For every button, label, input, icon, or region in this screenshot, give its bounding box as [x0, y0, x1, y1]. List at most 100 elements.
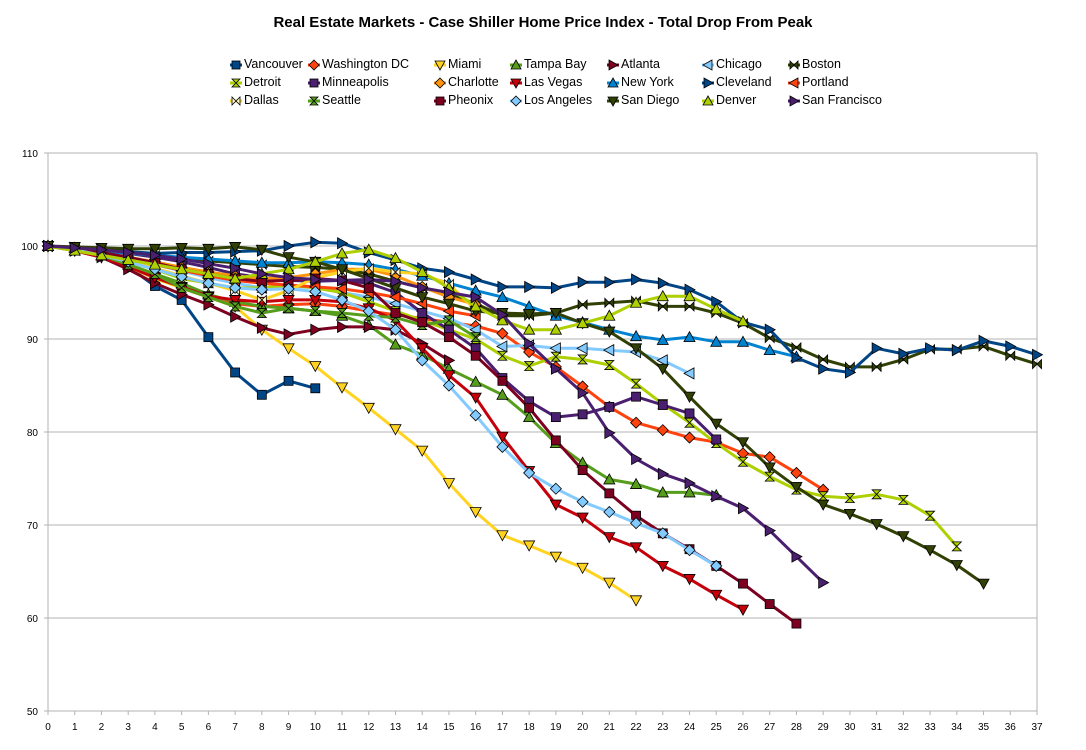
x-tick-label: 15 [443, 722, 455, 733]
x-tick-label: 26 [737, 722, 749, 733]
data-point [522, 323, 536, 335]
data-point [337, 274, 349, 287]
data-point [390, 308, 401, 318]
data-point [524, 337, 536, 350]
data-point [550, 281, 563, 295]
data-point [631, 273, 643, 286]
data-point [683, 391, 696, 403]
x-tick-label: 30 [844, 722, 856, 733]
data-point [736, 604, 750, 616]
data-point [202, 292, 214, 303]
data-point [711, 434, 722, 445]
data-point [684, 476, 696, 490]
data-point [603, 532, 616, 544]
legend-diamond-icon [510, 95, 522, 107]
data-point [123, 246, 135, 259]
data-point [337, 237, 349, 250]
data-point [549, 551, 563, 563]
data-point [203, 332, 214, 343]
data-point [417, 281, 429, 295]
data-point [871, 342, 883, 355]
data-point [576, 512, 589, 524]
data-point [469, 409, 482, 422]
legend-triangle-up-icon [702, 95, 714, 106]
legend-item: Portland [788, 75, 849, 89]
x-tick-label: 20 [577, 722, 589, 733]
data-point [951, 343, 964, 357]
legend-item: Miami [434, 57, 481, 71]
data-point [710, 589, 723, 602]
legend-item: Detroit [230, 75, 281, 89]
data-point [549, 323, 563, 335]
y-tick-label: 90 [27, 335, 39, 346]
data-point [871, 489, 883, 500]
data-point [764, 323, 777, 336]
legend-label: Los Angeles [524, 93, 593, 107]
x-tick-label: 32 [898, 722, 910, 733]
data-point [256, 389, 267, 400]
legend-item: New York [607, 75, 674, 89]
data-point [442, 370, 456, 382]
data-point [764, 599, 775, 609]
data-point [657, 277, 670, 290]
data-point [310, 273, 322, 286]
x-tick-label: 0 [45, 722, 51, 733]
legend-triangle-up-icon [510, 59, 522, 70]
data-point [337, 320, 349, 334]
data-point [684, 300, 695, 312]
legend-square-icon [308, 78, 320, 88]
y-tick-label: 60 [27, 614, 39, 625]
data-point [335, 282, 347, 295]
x-tick-label: 14 [417, 722, 429, 733]
legend-triangle-up-icon [607, 77, 619, 88]
x-tick-label: 22 [630, 722, 642, 733]
data-point [444, 354, 456, 367]
legend-item: Vancouver [230, 57, 303, 71]
data-point [603, 309, 616, 321]
x-tick-label: 37 [1031, 722, 1043, 733]
data-point [496, 530, 509, 542]
y-tick-label: 80 [27, 428, 39, 439]
series-cleveland [43, 236, 1044, 379]
data-point [389, 338, 402, 350]
data-point [871, 361, 882, 373]
data-point [951, 541, 963, 552]
series-line [47, 244, 985, 585]
x-tick-label: 4 [152, 722, 158, 733]
data-point [656, 363, 669, 376]
data-point [818, 362, 830, 375]
x-tick-label: 25 [711, 722, 723, 733]
data-point [710, 418, 723, 430]
x-tick-label: 9 [286, 722, 292, 733]
data-point [629, 343, 643, 355]
data-point [230, 367, 241, 378]
legend-label: Dallas [244, 93, 279, 107]
legend-label: Vancouver [244, 57, 303, 71]
legend-item: Atlanta [607, 57, 660, 71]
data-point [683, 367, 695, 380]
data-point [230, 262, 242, 275]
data-point [736, 437, 750, 449]
data-point [604, 401, 615, 412]
legend-label: Pheonix [448, 93, 494, 107]
x-tick-label: 16 [470, 722, 482, 733]
data-point [577, 465, 588, 476]
data-point [656, 333, 669, 345]
data-point [469, 300, 482, 312]
y-tick-label: 100 [21, 242, 38, 253]
x-tick-label: 5 [179, 722, 185, 733]
data-point [790, 466, 803, 479]
data-point [229, 281, 242, 294]
data-point [363, 262, 374, 274]
data-point [629, 542, 643, 554]
legend-label: Boston [802, 57, 841, 71]
x-tick-label: 21 [604, 722, 616, 733]
data-point [470, 290, 483, 304]
data-point [255, 283, 268, 296]
x-tick-label: 13 [390, 722, 402, 733]
data-point [737, 456, 749, 467]
data-point [790, 481, 803, 494]
legend-bowtie-hollow-icon [230, 96, 242, 106]
data-point [763, 343, 776, 356]
